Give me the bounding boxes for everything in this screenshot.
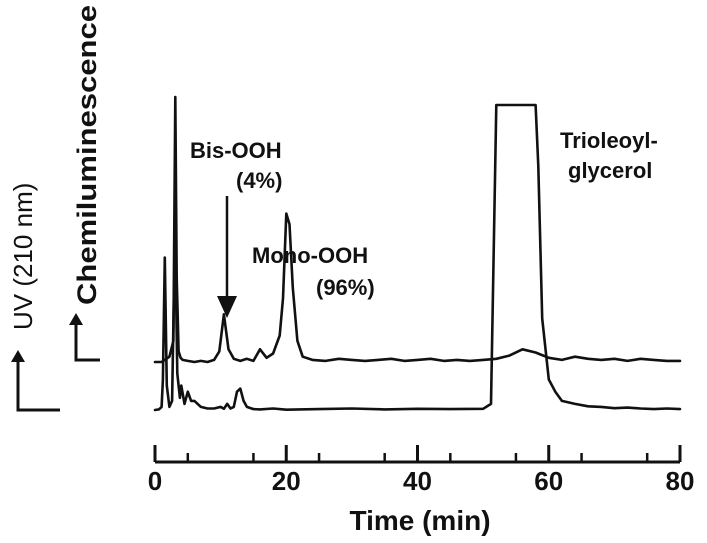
- x-tick-label-60: 60: [534, 466, 563, 496]
- cl-axis-arrow-icon: [69, 313, 83, 325]
- annotation-bis-ooh: Bis-OOH (4%): [190, 138, 282, 318]
- cl-axis-label: Chemiluminescence: [72, 5, 102, 305]
- cl-axis-indicator: Chemiluminescence: [69, 5, 102, 362]
- annotation-bis-ooh-name: Bis-OOH: [190, 138, 282, 163]
- annotation-trioleoylglycerol-line2: glycerol: [568, 158, 652, 183]
- annotation-mono-ooh-percent: (96%): [316, 275, 375, 300]
- uv-trace: [153, 103, 682, 412]
- x-tick-labels: 0 20 40 60 80: [148, 466, 695, 496]
- uv-axis-indicator: UV (210 nm): [8, 183, 60, 412]
- annotation-bis-ooh-percent: (4%): [236, 168, 282, 193]
- uv-axis-label: UV (210 nm): [8, 183, 38, 330]
- annotation-trioleoylglycerol-line1: Trioleoyl-: [560, 128, 658, 153]
- annotation-mono-ooh: Mono-OOH (96%): [252, 243, 375, 300]
- x-tick-label-40: 40: [403, 466, 432, 496]
- x-tick-label-80: 80: [666, 466, 695, 496]
- cl-axis-bracket: [74, 318, 100, 362]
- x-axis-label: Time (min): [349, 505, 490, 536]
- x-minor-ticks: [186, 453, 649, 462]
- chemiluminescence-trace: [153, 95, 682, 364]
- bis-ooh-arrow-icon: [217, 296, 237, 318]
- uv-axis-arrow-icon: [11, 350, 25, 362]
- annotation-trioleoylglycerol: Trioleoyl- glycerol: [560, 128, 658, 183]
- traces: [153, 95, 682, 412]
- x-ticks: [153, 445, 682, 462]
- x-tick-label-0: 0: [148, 466, 162, 496]
- annotation-mono-ooh-name: Mono-OOH: [252, 243, 368, 268]
- x-tick-label-20: 20: [272, 466, 301, 496]
- uv-axis-bracket: [16, 355, 60, 412]
- x-axis: 0 20 40 60 80 Time (min): [148, 445, 695, 536]
